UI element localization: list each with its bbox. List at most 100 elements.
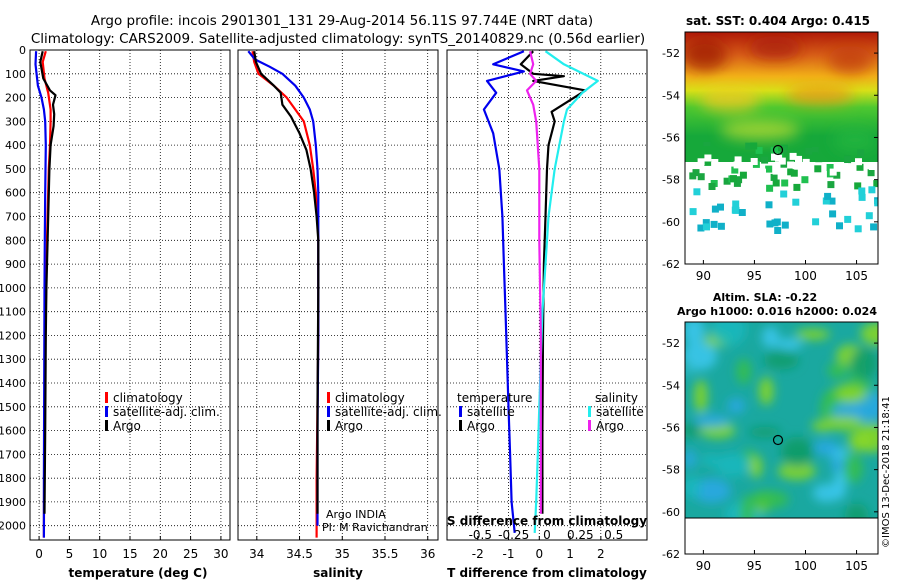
sst-speck [829,210,837,218]
sla-blob [795,328,831,340]
map-x-tick-label: 90 [696,559,711,573]
sla-blob [831,385,867,403]
sla-blob [748,426,782,438]
sst-speck [703,223,710,231]
difference-legend: temperature satellite Argo salinity sate… [457,391,644,433]
depth-tick-labels: 0 100 200 300 400 500 600 700 800 900 1000 1100 1200… [0,44,26,533]
sst-speck [738,209,746,216]
depth-tick-label: 2000 [0,520,26,533]
depth-tick-label: 800 [5,234,26,247]
sla-blob [685,322,705,346]
legend-swatch-argo [105,420,108,431]
sst-speck-gap [798,163,806,171]
sst-speck-gap [829,168,837,176]
sla-blob [749,490,789,509]
map-y-tick-label: -52 [662,337,680,350]
salinity-panel-frame [237,49,439,541]
sla-blob [714,453,752,477]
imos-watermark: ©IMOS 13-Dec-2018 21:18:41 [881,396,892,548]
sst-speck [765,201,773,209]
sst-speck [856,163,864,171]
sla-blob [812,440,840,456]
s-tick-label: -0.25 [498,528,529,542]
sla-blob [776,338,803,350]
map-y-tick-label: -60 [662,506,680,519]
legend-salinity-heading: salinity [595,391,638,405]
sst-speck-gap [778,157,786,165]
map-y-tick-label: -62 [662,258,680,271]
sst-speck [733,179,741,187]
depth-tick-label: 900 [5,258,26,271]
depth-tick-label: 1500 [0,401,26,414]
sst-speck [833,171,841,179]
sst-speck [765,165,773,173]
legend-climatology-label-2: climatology [335,391,405,405]
sst-speck [865,212,873,220]
series-line [519,50,587,514]
legend-swatch-satellite-2 [327,406,330,417]
sst-speck [739,171,747,179]
sst-speck-gap [795,155,802,163]
sst-speck-gap [787,161,795,169]
sla-blob [727,398,746,414]
sst-speck [870,223,878,231]
sst-speck [844,156,852,164]
series-line [253,51,320,514]
credit-line-2: PI: M Ravichandran [322,521,428,534]
sla-blob [692,414,731,428]
depth-tick-label: 200 [5,92,26,105]
sst-speck [766,184,774,192]
sst-field [685,32,878,264]
sst-speck [874,199,878,207]
depth-tick-label: 300 [5,115,26,128]
sla-blob [850,347,878,380]
map-y-tick-label: -54 [662,379,680,392]
series-line [525,50,542,514]
map-y-tick-label: -62 [662,548,680,561]
sla-blob [840,453,863,484]
sla-blob [844,503,869,518]
sst-speck [854,225,862,233]
map-y-tick-label: -56 [662,131,680,144]
sst-speck-gap [789,152,797,160]
legend-satellite-label-2: satellite-adj. clim. [335,405,442,419]
sst-speck-gap [841,163,849,171]
title-line-1: Argo profile: incois 2901301_131 29-Aug-… [91,13,593,29]
series-line [34,51,47,538]
sst-speck [761,156,769,164]
sst-speck [781,179,789,187]
map-x-tick-label: 100 [794,269,817,283]
x-tick-label: 5 [66,547,74,561]
sla-blob [847,430,871,452]
map-y-tick-label: -56 [662,421,680,434]
sla-blob [780,436,815,467]
depth-tick-label: 600 [5,187,26,200]
sst-speck-gap [836,164,844,172]
sst-speck [723,177,731,185]
sst-speck-gap [697,158,705,166]
sst-speck [693,188,701,196]
sst-speck [735,176,743,184]
difference-x-ticks: -2 -1 0 1 2 [472,536,605,561]
sst-speck [730,175,737,183]
legend-temp-argo-label: Argo [467,419,495,433]
sst-speck [801,176,809,184]
sst-speck [771,219,779,227]
x-tick-label: 34.5 [286,547,313,561]
sst-speck [717,203,724,211]
sla-argo-marker [772,434,784,446]
sla-blob [763,351,799,370]
sst-speck [868,186,876,194]
sla-blob [830,457,846,472]
sst-speck-gap [772,167,780,175]
sst-speck [867,169,875,177]
legend-temp-satellite-label: satellite [467,405,515,419]
sla-blob [777,462,816,480]
depth-tick-label: 1300 [0,353,26,366]
sst-speck [792,198,800,206]
depth-tick-label: 1100 [0,306,26,319]
salinity-xlabel: salinity [313,566,363,580]
temperature-x-ticks: 0 5 10 15 20 25 30 [35,536,229,561]
salinity-panel: 34 34.5 35 35.5 36 salinity climatology sate… [237,49,442,580]
sst-speck [689,172,697,180]
